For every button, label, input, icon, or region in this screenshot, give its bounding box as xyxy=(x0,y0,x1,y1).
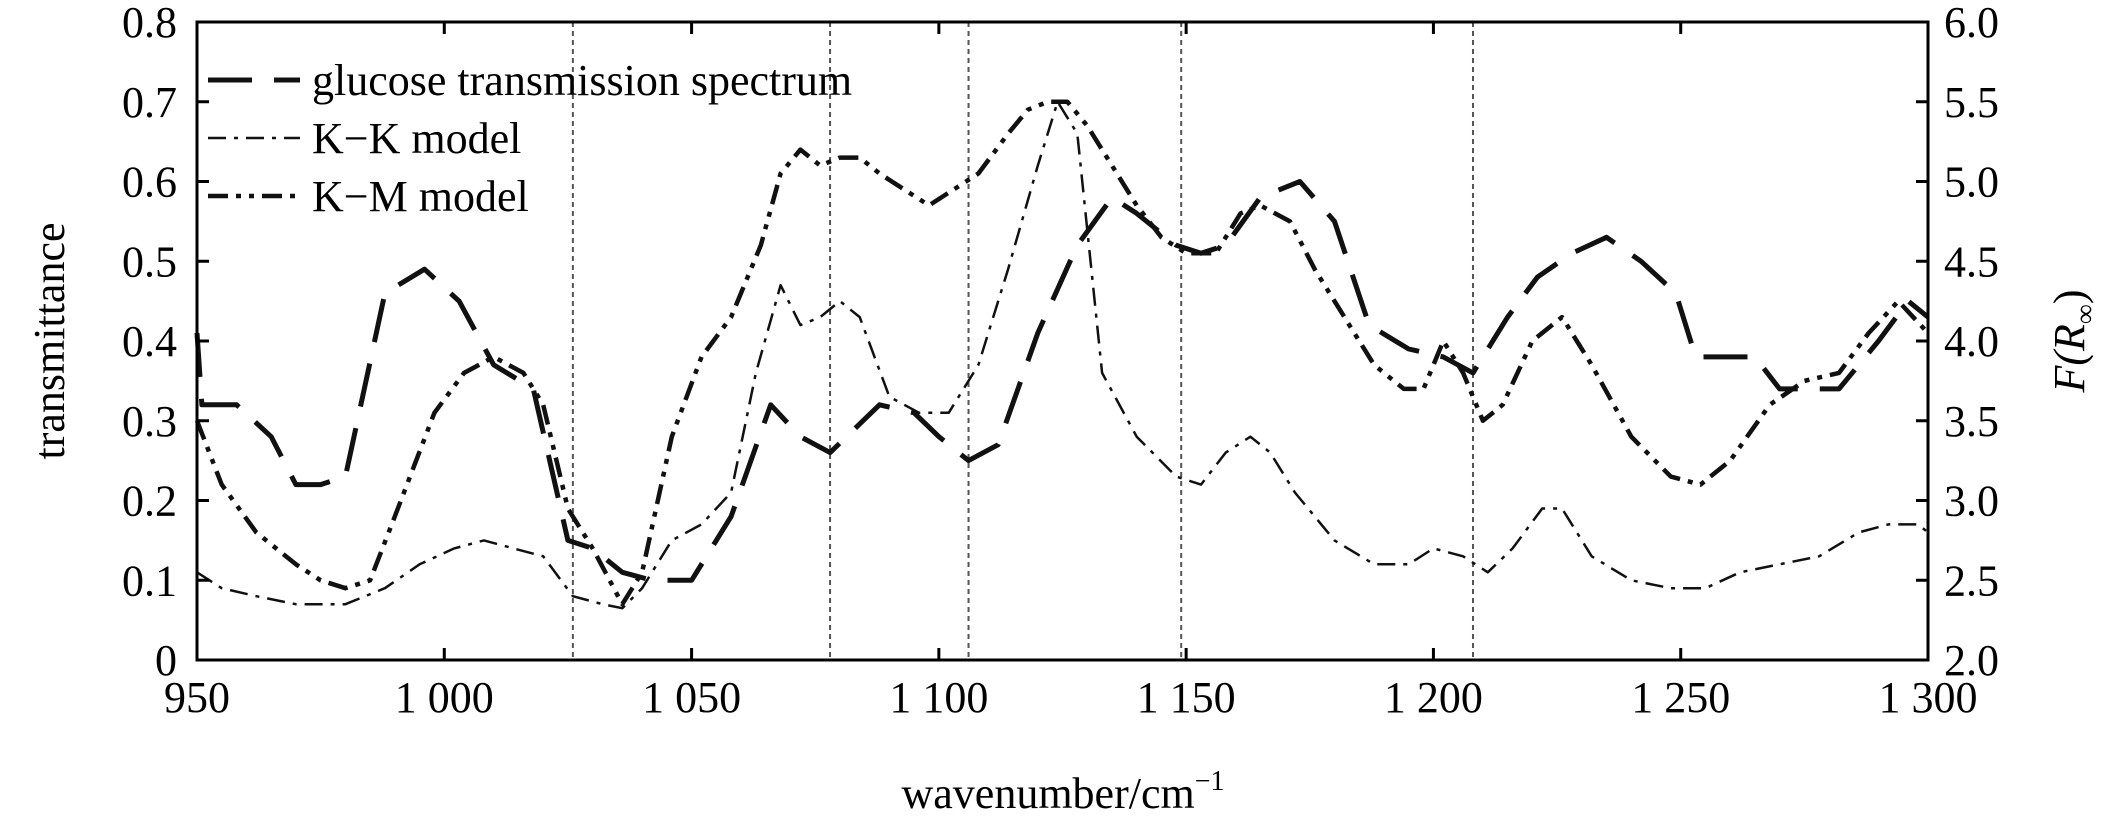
series-line-1 xyxy=(194,179,1930,583)
y-left-tick-label: 0.6 xyxy=(122,158,177,207)
y-left-tick-label: 0.8 xyxy=(122,0,177,47)
y-axis-right-label-subscript: ∞ xyxy=(2070,304,2101,324)
y-left-tick-label: 0.1 xyxy=(122,556,177,605)
y-right-tick-label: 2.0 xyxy=(1944,636,1999,685)
legend-label: K−M model xyxy=(312,172,529,221)
x-axis-label: wavenumber/cm−1 xyxy=(901,766,1224,818)
x-tick-label: 1 150 xyxy=(1137,673,1236,722)
y-axis-right-label-close: ) xyxy=(2045,289,2094,304)
y-right-tick-label: 2.5 xyxy=(1944,556,1999,605)
y-left-tick-label: 0.5 xyxy=(122,237,177,286)
y-right-tick-label: 3.5 xyxy=(1944,397,1999,446)
ticks: 950 1 000 1 050 1 100 1 150 1 200 1 250 1 300 0 0… xyxy=(122,0,1999,722)
y-left-tick-label: 0.7 xyxy=(122,78,177,127)
x-axis-label-text: wavenumber/cm xyxy=(901,769,1194,818)
y-axis-right-label-main: F(R xyxy=(2045,324,2094,394)
y-left-tick-label: 0.4 xyxy=(122,317,177,366)
y-right-tick-label: 5.0 xyxy=(1944,158,1999,207)
x-tick-label: 1 100 xyxy=(889,673,988,722)
y-right-tick-label: 3.0 xyxy=(1944,477,1999,526)
y-left-tick-label: 0 xyxy=(155,636,177,685)
x-tick-label: 1 000 xyxy=(395,673,494,722)
x-tick-label: 1 250 xyxy=(1631,673,1730,722)
y-right-tick-label: 4.0 xyxy=(1944,317,1999,366)
x-tick-label: 1 050 xyxy=(642,673,741,722)
series-layer xyxy=(194,99,1930,610)
x-tick-label: 950 xyxy=(164,673,230,722)
x-tick-label: 1 300 xyxy=(1879,673,1978,722)
reference-lines xyxy=(571,22,1474,660)
y-right-tick-label: 6.0 xyxy=(1944,0,1999,47)
legend-label: K−K model xyxy=(312,114,521,163)
y-left-tick-label: 0.2 xyxy=(122,477,177,526)
series-line-3 xyxy=(194,99,1930,607)
series-line-2 xyxy=(196,100,1929,610)
legend: glucose transmission spectrum K−K model K−… xyxy=(208,56,852,221)
y-axis-right-label: F(R∞) xyxy=(2045,289,2101,393)
y-right-tick-label: 4.5 xyxy=(1944,237,1999,286)
y-axis-left-label: transmittance xyxy=(25,222,74,459)
y-left-tick-label: 0.3 xyxy=(122,397,177,446)
legend-label: glucose transmission spectrum xyxy=(312,56,852,105)
x-tick-label: 1 200 xyxy=(1384,673,1483,722)
x-axis-label-unit-exponent: −1 xyxy=(1195,766,1225,797)
y-right-tick-label: 5.5 xyxy=(1944,78,1999,127)
